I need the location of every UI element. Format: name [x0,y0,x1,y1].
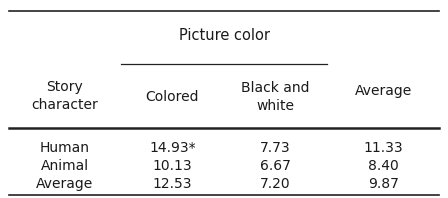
Text: 10.13: 10.13 [153,159,192,173]
Text: Human: Human [40,141,90,155]
Text: 7.20: 7.20 [260,177,291,191]
Text: 7.73: 7.73 [260,141,291,155]
Text: 8.40: 8.40 [368,159,399,173]
Text: Average: Average [36,177,94,191]
Text: Average: Average [354,84,412,98]
Text: Story
character: Story character [31,80,98,112]
Text: 14.93*: 14.93* [149,141,196,155]
Text: Animal: Animal [41,159,89,173]
Text: Black and
white: Black and white [241,81,310,113]
Text: 12.53: 12.53 [153,177,192,191]
Text: Picture color: Picture color [178,28,270,43]
Text: 6.67: 6.67 [260,159,291,173]
Text: 11.33: 11.33 [363,141,403,155]
Text: Colored: Colored [146,90,199,104]
Text: 9.87: 9.87 [368,177,399,191]
